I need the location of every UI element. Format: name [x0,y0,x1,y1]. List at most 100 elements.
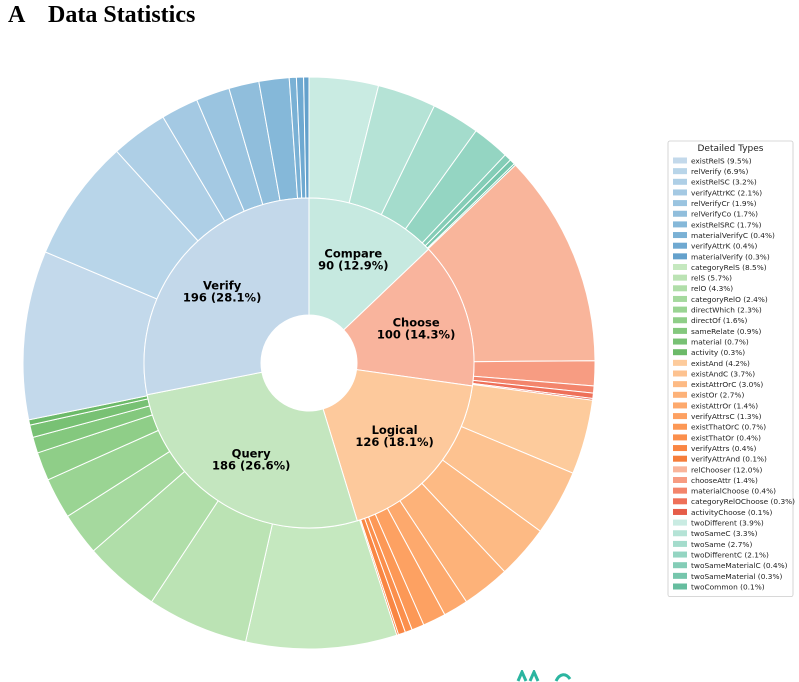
legend-entry-category-rel-s: categoryRelS (8.5%) [691,263,767,272]
legend-entry-verify-attrs-c: verifyAttrsC (1.3%) [691,412,762,421]
inner-wedge-query [146,371,358,529]
legend-entry-category-rel-o: categoryRelO (2.4%) [691,295,768,304]
legend-swatch-two-same-material [673,572,687,579]
outer-ring [22,76,596,650]
legend-swatch-exist-rel-s [673,157,687,164]
legend-entry-exist-and: existAnd (4.2%) [691,359,750,368]
legend-entry-activity: activity (0.3%) [691,348,745,357]
legend-entry-exist-that-or: existThatOr (0.4%) [691,433,761,442]
legend-entry-verify-attr-and: verifyAttrAnd (0.1%) [691,455,767,464]
legend-swatch-choose-attr [673,477,687,483]
legend-swatch-verify-attrs [673,445,687,452]
legend-entry-exist-rel-src: existRelSRC (1.7%) [691,220,762,229]
legend-entry-exist-attr-or-c: existAttrOrC (3.0%) [691,380,763,389]
legend-swatch-verify-attr-kc [673,189,687,196]
inner-label-choose: Choose 100 (14.3%) [377,316,455,342]
inner-wedge-verify [143,197,310,396]
legend-entry-material-choose: materialChoose (0.4%) [691,487,776,496]
legend-swatch-verify-attrs-c [673,413,687,420]
legend-entry-two-same-c: twoSameC (3.3%) [691,529,758,538]
legend-swatch-category-rel-o [673,295,687,302]
legend-swatch-direct-of [673,317,687,324]
legend-entry-exist-attr-or: existAttrOr (1.4%) [691,401,758,410]
legend-entry-material: material (0.7%) [691,337,749,346]
legend-entry-direct-of: directOf (1.6%) [691,316,748,325]
legend-swatch-exist-attr-or-c [673,381,687,388]
legend-entry-exist-rel-s: existRelS (9.5%) [691,156,752,165]
legend-swatch-category-rel-s [673,264,687,270]
legend-swatch-two-common [673,583,687,590]
legend-entry-exist-that-or-c: existThatOrC (0.7%) [691,423,766,432]
legend-swatch-category-rel-ochoose [673,498,687,505]
legend-swatch-exist-or [673,391,687,398]
panel-title: Data Statistics [48,2,196,28]
legend-entry-same-relate: sameRelate (0.9%) [691,327,762,336]
legend-entry-rel-chooser: relChooser (12.0%) [691,465,763,474]
legend-entry-two-same: twoSame (2.7%) [691,540,752,549]
legend-entry-material-verify: materialVerify (0.3%) [691,252,770,261]
legend-swatch-exist-that-or-c [673,423,687,430]
legend-swatch-same-relate [673,327,687,334]
legend-entry-activity-choose: activityChoose (0.1%) [691,508,773,517]
legend-swatch-material-verify-c [673,232,687,239]
legend-swatch-rel-chooser [673,466,687,473]
legend-swatch-rel-s [673,274,687,281]
legend-entry-rel-o: relO (4.3%) [691,284,733,293]
inner-wedge-compare [308,197,430,331]
legend-swatch-exist-attr-or [673,402,687,409]
legend-swatch-rel-verify-cr [673,200,687,207]
legend-title: Detailed Types [698,144,764,154]
inner-label-logical: Logical 126 (18.1%) [355,423,433,449]
inner-wedge-logical [322,369,473,522]
legend-entry-exist-or: existOr (2.7%) [691,391,744,400]
legend-entry-category-rel-ochoose: categoryRelOChoose (0.3%) [691,497,795,506]
legend-swatch-material-choose [673,487,687,494]
legend-swatch-activity-choose [673,508,687,515]
legend-swatch-material [673,338,687,345]
legend-entry-rel-verify: relVerify (6.9%) [691,167,748,176]
inner-label-query: Query 186 (26.6%) [212,446,290,472]
legend-entry-rel-s: relS (5.7%) [691,274,732,283]
legend-entry-two-different-c: twoDifferentC (2.1%) [691,550,769,559]
legend-entry-exist-and-c: existAndC (3.7%) [691,369,755,378]
legend-swatch-exist-and [673,359,687,366]
legend-swatch-two-same [673,540,687,547]
legend-swatch-rel-verify [673,168,687,175]
legend-swatch-exist-rel-sc [673,178,687,185]
inner-label-compare: Compare 90 (12.9%) [318,247,388,273]
legend-entry-two-different: twoDifferent (3.9%) [691,519,764,528]
legend-entry-direct-which: directWhich (2.3%) [691,306,762,315]
legend-swatch-two-different-c [673,551,687,558]
legend-swatch-exist-rel-src [673,221,687,228]
legend-entry-verify-attr-kc: verifyAttrKC (2.1%) [691,188,762,197]
legend-swatch-activity [673,349,687,356]
legend-entry-two-same-material-c: twoSameMaterialC (0.4%) [691,561,788,570]
legend-swatch-two-different [673,519,687,526]
legend-swatch-two-same-c [673,530,687,537]
legend-entry-exist-rel-sc: existRelSC (3.2%) [691,178,757,187]
inner-labels: Compare 90 (12.9%) Choose 100 (14.3%) Logica… [183,247,455,473]
cropped-logo-fragment [516,670,572,682]
legend-swatch-two-same-material-c [673,562,687,569]
legend-entry-verify-attrs: verifyAttrs (0.4%) [691,444,756,453]
legend-swatch-material-verify [673,253,687,260]
legend-swatch-rel-o [673,285,687,292]
legend-swatch-exist-that-or [673,434,687,441]
legend-entry-rel-verify-co: relVerifyCo (1.7%) [691,210,758,219]
panel-letter: A [8,2,25,28]
inner-label-verify: Verify 196 (28.1%) [183,279,261,305]
legend: Detailed Types existRelS (9.5%) relVerify … [667,140,795,598]
legend-entry-verify-attr-k: verifyAttrK (0.4%) [691,242,757,251]
legend-entry-two-same-material: twoSameMaterial (0.3%) [691,572,782,581]
legend-swatch-rel-verify-co [673,210,687,217]
inner-wedge-choose [343,248,475,387]
legend-swatch-exist-and-c [673,370,687,377]
legend-swatch-verify-attr-k [673,242,687,249]
legend-swatch-direct-which [673,306,687,313]
legend-swatch-verify-attr-and [673,455,687,462]
legend-frame [667,140,794,598]
legend-entry-material-verify-c: materialVerifyC (0.4%) [691,231,775,240]
page-title: A Data Statistics [8,2,195,29]
inner-ring [143,197,475,529]
